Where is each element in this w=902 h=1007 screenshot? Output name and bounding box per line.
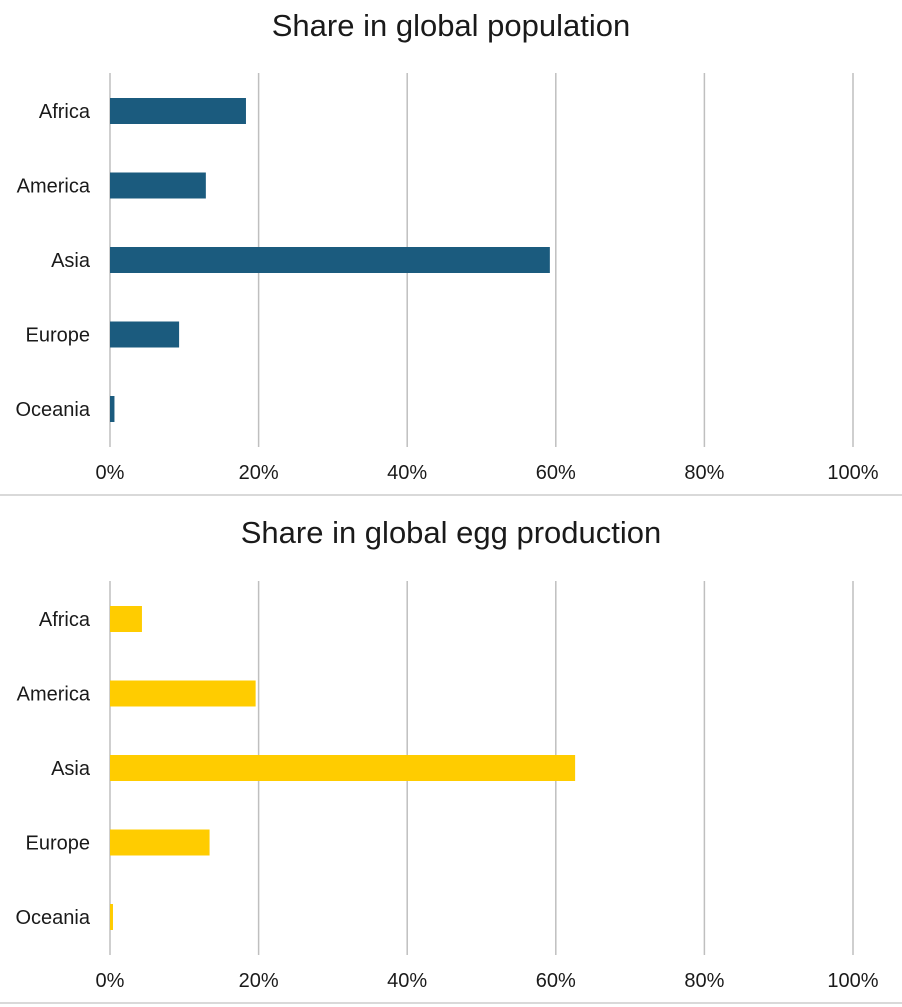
egg-x-tick-label: 80% <box>684 970 724 992</box>
egg-x-tick-label: 20% <box>239 970 279 992</box>
egg-bar-asia <box>110 755 576 781</box>
egg-x-tick-label: 0% <box>96 970 125 992</box>
egg-chart-title: Share in global egg production <box>241 515 662 550</box>
population-bar-america <box>110 172 206 199</box>
population-category-label: Africa <box>39 101 91 123</box>
population-bar-asia <box>110 247 550 273</box>
egg-bar-america <box>110 680 256 707</box>
population-chart-title: Share in global population <box>272 8 631 43</box>
population-x-tick-label: 20% <box>239 462 279 484</box>
population-category-label: Oceania <box>16 399 91 421</box>
egg-category-label: Asia <box>51 758 91 780</box>
egg-category-label: America <box>17 684 91 706</box>
population-chart: Share in global population 0% 20% 40% 60% 80%… <box>16 8 879 484</box>
population-bar-europe <box>110 321 180 348</box>
egg-x-tick-label: 100% <box>827 970 878 992</box>
egg-category-label: Europe <box>26 833 91 855</box>
population-x-tick-label: 0% <box>96 462 125 484</box>
population-category-label: America <box>17 176 91 198</box>
egg-category-label: Africa <box>39 609 91 631</box>
population-x-tick-label: 80% <box>684 462 724 484</box>
egg-production-chart: Share in global egg production 0% 20% 40% 60… <box>16 515 879 992</box>
population-bar-africa <box>110 98 246 124</box>
population-category-label: Europe <box>26 325 91 347</box>
population-x-tick-label: 100% <box>827 462 878 484</box>
population-category-label: Asia <box>51 250 91 272</box>
egg-bar-africa <box>110 606 142 632</box>
egg-bar-europe <box>110 829 210 856</box>
population-bar-oceania <box>110 396 115 422</box>
egg-bar-oceania <box>110 904 113 930</box>
egg-category-label: Oceania <box>16 907 91 929</box>
population-x-tick-label: 40% <box>387 462 427 484</box>
egg-x-tick-label: 60% <box>536 970 576 992</box>
egg-x-tick-label: 40% <box>387 970 427 992</box>
population-x-tick-label: 60% <box>536 462 576 484</box>
